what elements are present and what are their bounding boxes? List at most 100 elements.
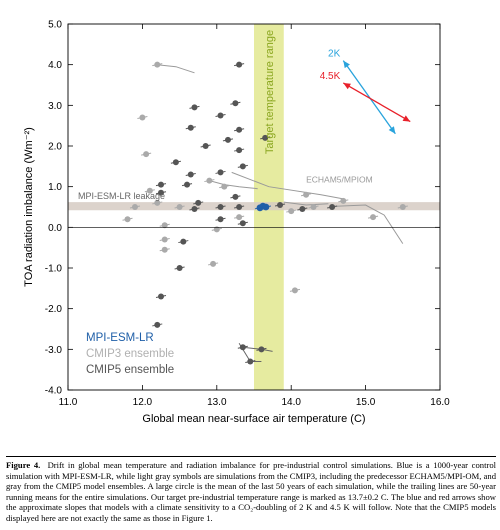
chart: 11.0 12.0 13.0 14.0 15.0 16.0 -4.0 -3.0 -2.0 -1.0… <box>23 20 450 426</box>
cmip5-ensemble-point-9 <box>236 147 243 154</box>
legend-entry-2: CMIP5 ensemble <box>86 364 174 376</box>
leakage-band <box>68 202 440 211</box>
cmip5-ensemble-point-15 <box>184 181 191 188</box>
cmip5-ensemble-point-21 <box>236 204 243 210</box>
cmip3-ensemble-point-3 <box>206 177 213 184</box>
cmip5-ensemble-point-10 <box>239 163 246 170</box>
cmip5-ensemble-point-5 <box>236 126 243 133</box>
cmip3-ensemble-point-20 <box>236 214 243 221</box>
cmip3-ensemble-point-22 <box>291 287 298 294</box>
cmip5-ensemble-point-30 <box>154 321 161 328</box>
y-tick-label-2: -2.0 <box>45 304 63 315</box>
points-layer <box>122 61 408 365</box>
y-tick-label-5: 1.0 <box>48 182 62 193</box>
cmip5-ensemble-point-12 <box>187 171 194 178</box>
cmip5-ensemble-point-13 <box>172 159 179 166</box>
cmip5-ensemble-point-6 <box>224 136 231 143</box>
x-tick-label-4: 15.0 <box>356 397 376 408</box>
cmip3-ensemble-point-7 <box>131 204 138 210</box>
trail-line-3 <box>335 204 404 244</box>
legend-entry-1: CMIP3 ensemble <box>86 348 174 360</box>
cmip5-ensemble-point-23 <box>299 206 306 213</box>
cmip3-ensemble-point-16 <box>399 204 406 210</box>
chart-labels: Global mean near-surface air temperature… <box>23 30 373 425</box>
cmip5-ensemble-point-18 <box>195 199 202 206</box>
cmip5-ensemble-point-2 <box>191 104 198 111</box>
cmip3-ensemble-point-21 <box>210 260 217 267</box>
arrow-2K-head-start <box>343 60 350 69</box>
cmip3-ensemble-point-6 <box>154 199 161 206</box>
cmip5-ensemble-point-33 <box>247 358 254 365</box>
cmip5-ensemble-point-26 <box>239 220 246 227</box>
legend: MPI-ESM-LR CMIP3 ensemble CMIP5 ensemble <box>86 332 174 376</box>
trail-line-4 <box>283 201 329 206</box>
cmip5-ensemble-point-28 <box>176 265 183 271</box>
cmip3-ensemble-point-19 <box>288 208 295 215</box>
trail-line-0 <box>157 64 195 74</box>
arrow-4.5K-line <box>342 82 411 123</box>
cmip3-ensemble-point-9 <box>124 216 131 223</box>
cmip5-ensemble-point-27 <box>180 238 187 245</box>
cmip5-ensemble-point-3 <box>217 112 224 119</box>
cmip3-ensemble-point-2 <box>143 151 150 158</box>
y-tick-label-8: 4.0 <box>48 60 62 71</box>
x-tick-label-3: 14.0 <box>281 397 301 408</box>
caption-label: Figure 4. <box>6 460 41 470</box>
cmip3-ensemble-point-5 <box>146 187 153 194</box>
cmip5-ensemble-point-22 <box>277 201 284 208</box>
arrow-2K-head-end <box>388 126 396 134</box>
x-tick-label-2: 13.0 <box>207 397 227 408</box>
y-tick-label-7: 3.0 <box>48 101 62 112</box>
y-tick-label-0: -4.0 <box>45 386 63 397</box>
x-tick-label-1: 12.0 <box>133 397 153 408</box>
arrow-4.5K-head-start <box>343 82 351 90</box>
cmip5-ensemble-point-8 <box>262 134 269 141</box>
cmip5-ensemble-point-11 <box>217 169 224 176</box>
figure-caption: Figure 4. Drift in global mean temperatu… <box>6 460 496 524</box>
x-tick-label-0: 11.0 <box>59 397 78 408</box>
cmip3-ensemble-point-0 <box>154 61 161 68</box>
cmip5-ensemble-point-16 <box>158 189 164 196</box>
cmip3-ensemble-point-8 <box>176 204 183 210</box>
trail-line-1 <box>209 180 258 190</box>
cmip3-ensemble-point-14 <box>303 191 310 198</box>
axis-ticks: 11.0 12.0 13.0 14.0 15.0 16.0 -4.0 -3.0 -2.0 -1.0… <box>45 20 450 409</box>
y-tick-label-9: 5.0 <box>48 20 62 31</box>
cmip5-ensemble-point-7 <box>202 143 209 149</box>
caption-text: Drift in global mean temperature and rad… <box>6 460 497 523</box>
plot-frame <box>67 23 441 391</box>
cmip5-ensemble-point-31 <box>258 346 265 353</box>
echam-label: ECHAM5/MPIOM <box>306 175 373 185</box>
cmip3-ensemble-point-4 <box>221 183 228 190</box>
mpi-esm-lr-point-2 <box>262 203 270 211</box>
cmip3-ensemble-point-15 <box>340 197 347 204</box>
target-band-label: Target temperature range <box>264 30 276 154</box>
arrow-4.5K-head-end <box>402 115 411 122</box>
cmip3-ensemble-point-17 <box>370 214 377 221</box>
cmip5-ensemble-point-17 <box>232 193 239 200</box>
mpi-esm-lr-point-1 <box>256 204 264 212</box>
x-tick-label-5: 16.0 <box>430 397 450 408</box>
cmip5-ensemble-point-24 <box>329 204 336 210</box>
y-axis-label: TOA radiation imbalance (Wm⁻²) <box>23 127 35 287</box>
leakage-band-label: MPI-ESM-LR leakage <box>78 191 165 201</box>
cmip3-ensemble-point-13 <box>213 226 220 233</box>
cmip5-ensemble-point-0 <box>236 61 243 68</box>
cmip3-ensemble-point-10 <box>161 222 168 229</box>
cmip5-ensemble-point-19 <box>191 206 198 213</box>
cmip5-ensemble-point-4 <box>187 124 194 131</box>
x-axis-label: Global mean near-surface air temperature… <box>142 413 365 425</box>
cmip5-ensemble-point-14 <box>158 181 164 188</box>
cmip5-ensemble-point-29 <box>158 293 164 300</box>
arrow-2K-label: 2K <box>328 49 341 60</box>
cmip5-ensemble-point-32 <box>239 344 246 351</box>
y-tick-label-1: -3.0 <box>45 345 63 356</box>
y-tick-label-6: 2.0 <box>48 142 62 153</box>
arrow-4.5K-label: 4.5K <box>320 71 341 82</box>
arrow-2K-line <box>342 60 396 135</box>
y-tick-label-3: -1.0 <box>45 264 63 275</box>
y-tick-label-4: 0.0 <box>48 223 62 234</box>
cmip5-ensemble-point-20 <box>217 204 224 210</box>
cmip3-ensemble-point-11 <box>161 236 168 243</box>
legend-entry-0: MPI-ESM-LR <box>86 332 154 344</box>
